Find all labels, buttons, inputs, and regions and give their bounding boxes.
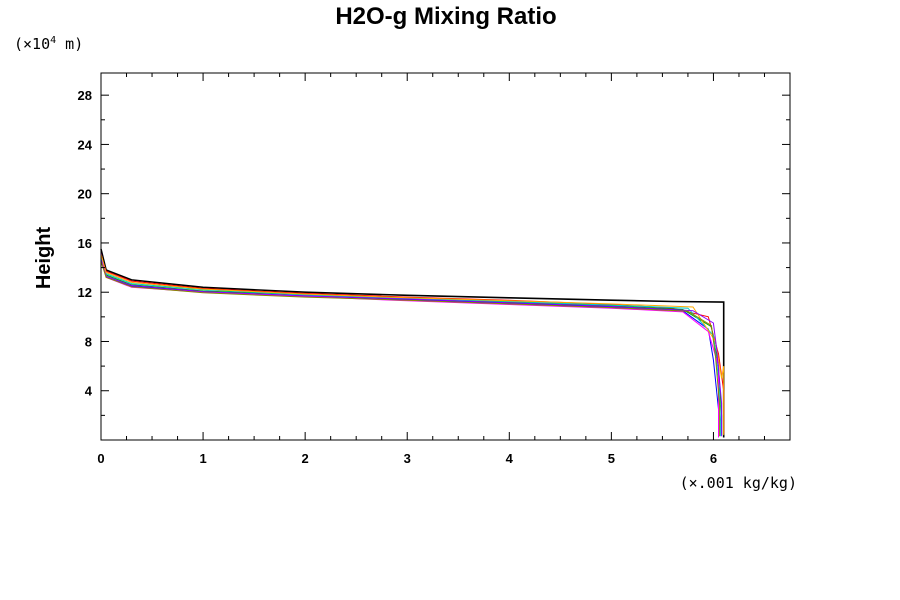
y-tick-label: 20 [78,187,92,202]
y-unit-exponent: 4 [50,35,56,46]
x-tick-label: 4 [506,451,514,466]
y-tick-label: 8 [85,334,92,349]
y-tick-label: 28 [78,88,92,103]
y-tick-label: 16 [78,236,92,251]
series-line-5 [100,256,722,437]
y-unit-suffix: m) [56,35,83,53]
series-line-7 [100,253,725,436]
chart-title: H2O-g Mixing Ratio [335,3,556,30]
y-axis-label: Height [33,227,55,290]
series-line-4 [100,258,719,437]
series-line-3 [100,257,723,436]
x-tick-label: 2 [302,451,309,466]
y-tick-label: 4 [85,384,93,399]
series-line-1 [100,248,725,438]
series-line-2 [100,255,725,434]
x-tick-label: 5 [608,451,615,466]
series-line-6 [100,73,719,438]
y-unit-prefix: (×10 [14,35,50,53]
x-tick-label: 0 [97,451,104,466]
series-line-9 [100,261,721,437]
x-tick-label: 6 [710,451,717,466]
series-layer [100,73,725,438]
x-unit-label: (×.001 kg/kg) [680,474,797,492]
x-tick-label: 1 [199,451,206,466]
y-tick-label: 12 [78,285,92,300]
y-unit-label: (×104 m) [14,35,83,53]
plot-frame [100,72,791,441]
x-tick-label: 3 [404,451,411,466]
y-tick-label: 24 [78,137,93,152]
series-line-8 [100,260,723,437]
